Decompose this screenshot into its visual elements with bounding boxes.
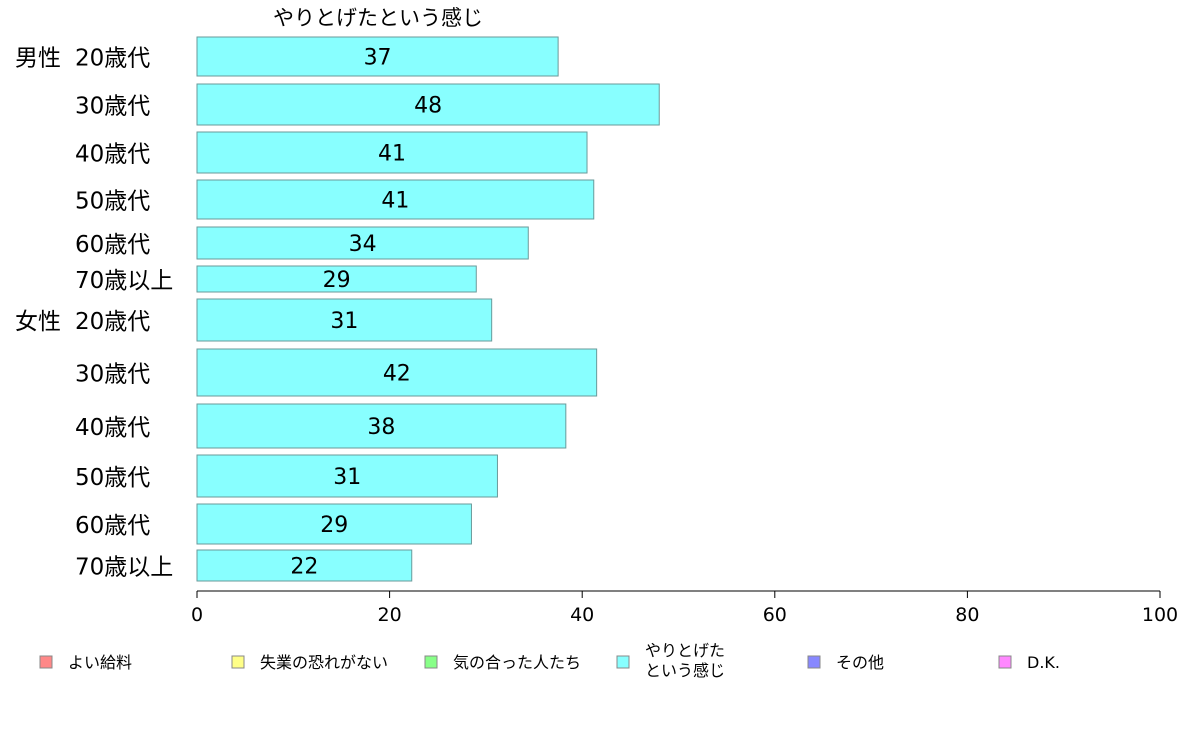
data-label: 41	[378, 142, 406, 167]
group-label: 男性	[15, 46, 61, 72]
legend-label: 気の合った人たち	[453, 653, 581, 672]
data-label: 29	[323, 268, 351, 293]
legend-label: やりとげたという感じ	[645, 641, 725, 680]
data-label: 42	[383, 362, 411, 387]
x-tick-label: 0	[191, 604, 203, 626]
legend-swatch	[424, 655, 438, 669]
x-tick-label: 40	[570, 604, 594, 626]
legend-swatch	[807, 655, 821, 669]
legend-swatch	[616, 655, 630, 669]
category-label: 60歳代	[75, 232, 150, 258]
x-axis: 0 20 40 60 80 100	[191, 590, 1178, 626]
legend-swatch	[998, 655, 1012, 669]
bar	[196, 131, 588, 174]
bar	[196, 503, 472, 545]
legend-swatch	[39, 655, 53, 669]
category-labels: 20歳代男性30歳代40歳代50歳代60歳代70歳以上20歳代女性30歳代40歳…	[15, 46, 173, 581]
x-tick-label: 80	[955, 604, 979, 626]
x-tick-label: 100	[1142, 604, 1178, 626]
category-label: 20歳代	[75, 309, 150, 335]
legend-label: D.K.	[1027, 653, 1060, 672]
x-tick-label: 20	[378, 604, 402, 626]
legend-label: よい給料	[68, 653, 132, 672]
data-label: 22	[290, 555, 318, 580]
bar	[196, 83, 660, 126]
data-label: 38	[367, 415, 395, 440]
legend-swatch	[231, 655, 245, 669]
data-label: 41	[381, 189, 409, 214]
category-label: 70歳以上	[75, 268, 173, 294]
bar	[196, 226, 529, 260]
category-label: 70歳以上	[75, 555, 173, 581]
bar	[196, 36, 559, 77]
data-label: 29	[320, 513, 348, 538]
category-label: 60歳代	[75, 513, 150, 539]
category-label: 40歳代	[75, 415, 150, 441]
category-label: 40歳代	[75, 142, 150, 168]
category-label: 30歳代	[75, 94, 150, 120]
category-label: 30歳代	[75, 362, 150, 388]
x-tick-label: 60	[763, 604, 787, 626]
legend: よい給料 失業の恐れがない 気の合った人たち やりとげたという感じ その他 D.K.	[39, 641, 1060, 680]
data-label: 34	[349, 232, 377, 257]
data-label: 37	[364, 46, 392, 71]
data-label: 31	[333, 465, 361, 490]
bar	[196, 265, 477, 293]
legend-label: その他	[836, 653, 884, 672]
group-label: 女性	[15, 309, 61, 335]
chart-title: やりとげたという感じ	[273, 6, 483, 30]
bar	[196, 549, 413, 582]
data-label: 48	[414, 94, 442, 119]
category-label: 50歳代	[75, 465, 150, 491]
data-label: 31	[330, 309, 358, 334]
bar	[196, 179, 595, 220]
category-label: 50歳代	[75, 189, 150, 215]
bar	[196, 348, 598, 397]
legend-label: 失業の恐れがない	[260, 653, 388, 672]
category-label: 20歳代	[75, 46, 150, 72]
bar	[196, 403, 567, 449]
bar	[196, 454, 498, 498]
bar	[196, 298, 493, 342]
